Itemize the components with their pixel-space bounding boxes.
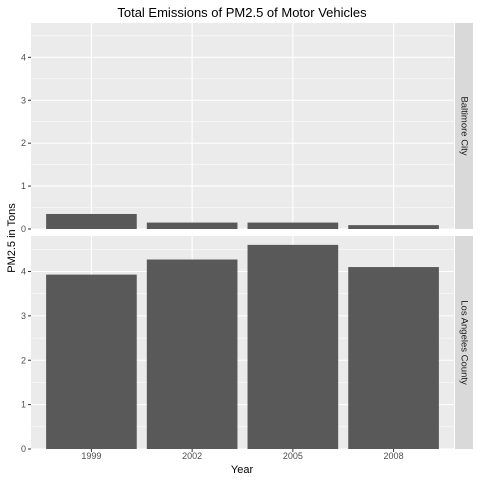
bar — [247, 222, 339, 229]
y-tick-label: 3 — [21, 311, 26, 321]
bar — [247, 244, 339, 449]
facet-panel: 0 1 2 3 4 Baltimore City — [21, 23, 473, 234]
bar — [46, 213, 137, 229]
bar — [348, 225, 439, 229]
y-tick-label: 0 — [21, 444, 26, 454]
panel-background — [31, 23, 454, 229]
facet-panel: 0 1 2 3 4 Los Angeles County — [21, 236, 473, 454]
x-tick-label: 2002 — [182, 451, 202, 461]
y-tick-label: 4 — [21, 267, 26, 277]
bar — [146, 222, 238, 229]
facet-strip — [455, 23, 473, 229]
y-tick-label: 0 — [21, 224, 26, 234]
y-tick-label: 2 — [21, 355, 26, 365]
x-tick-label: 2008 — [384, 451, 404, 461]
facet-strip — [455, 236, 473, 449]
chart-title: Total Emissions of PM2.5 of Motor Vehicl… — [117, 5, 367, 20]
facet-panels: 0 1 2 3 4 Baltimore City 0 1 2 3 4 Los Angeles Coun… — [21, 23, 473, 461]
facet-strip-label: Los Angeles County — [459, 300, 470, 385]
y-tick-label: 3 — [21, 95, 26, 105]
bar — [46, 274, 137, 449]
x-axis-title: Year — [231, 464, 254, 476]
facet-strip-label: Baltimore City — [459, 96, 470, 155]
y-tick-label: 1 — [21, 181, 26, 191]
x-tick-label: 1999 — [81, 451, 101, 461]
y-tick-label: 1 — [21, 400, 26, 410]
bar — [348, 267, 439, 449]
y-tick-label: 4 — [21, 52, 26, 62]
bar — [146, 259, 238, 449]
y-axis-title: PM2.5 in Tons — [6, 203, 18, 273]
y-tick-label: 2 — [21, 138, 26, 148]
x-tick-label: 2005 — [283, 451, 303, 461]
